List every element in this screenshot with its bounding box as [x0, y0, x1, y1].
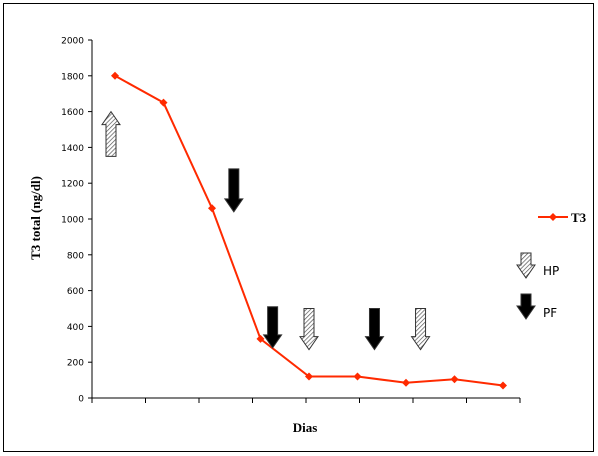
series-t3 — [111, 71, 507, 390]
legend-pf-arrow-shape — [516, 293, 536, 320]
legend-t3-marker — [549, 213, 557, 221]
hp-arrow — [101, 110, 121, 157]
legend-pf-arrow — [516, 293, 536, 320]
y-tick-label: 1800 — [61, 72, 84, 82]
legend-pf-label: PF — [543, 306, 557, 320]
annotation-arrows — [101, 110, 431, 351]
y-tick-label: 1600 — [61, 108, 84, 118]
hp-arrow — [299, 308, 319, 351]
data-point — [450, 375, 459, 384]
data-point — [111, 71, 119, 80]
y-tick-label: 600 — [67, 287, 84, 297]
pf-arrow — [223, 168, 244, 213]
legend-t3-label: T3 — [571, 210, 587, 225]
y-tick-label: 200 — [67, 359, 84, 369]
pf-arrow — [364, 308, 385, 351]
chart-frame — [3, 3, 594, 452]
data-point — [208, 204, 216, 213]
y-tick-label: 800 — [67, 251, 84, 261]
y-tick-label: 1400 — [61, 144, 84, 154]
y-tick-label: 0 — [78, 395, 84, 405]
y-tick-label: 1000 — [61, 216, 84, 226]
hp-arrow — [410, 308, 431, 351]
y-tick-label: 400 — [67, 323, 84, 333]
pf-arrow — [262, 306, 283, 349]
y-tick-label: 1200 — [61, 180, 84, 190]
data-point — [499, 381, 507, 390]
data-point — [159, 98, 168, 107]
legend-hp-label: HP — [543, 264, 559, 278]
x-axis-title: Dias — [293, 420, 318, 435]
y-ticks: 0 200 400 600 800 1000 1200 1400 1600 1800 2000 — [61, 37, 92, 405]
legend-hp-arrow — [516, 252, 536, 279]
data-point — [402, 378, 410, 387]
data-point — [256, 334, 265, 343]
y-axis-title: T3 total (ng/dl) — [28, 176, 43, 260]
x-ticks — [91, 398, 521, 403]
y-tick-label: 2000 — [61, 37, 84, 47]
data-point — [305, 372, 313, 381]
legend-hp-arrow-shape — [516, 252, 536, 279]
legend: T3 HP PF — [516, 210, 587, 320]
data-point — [353, 372, 362, 381]
